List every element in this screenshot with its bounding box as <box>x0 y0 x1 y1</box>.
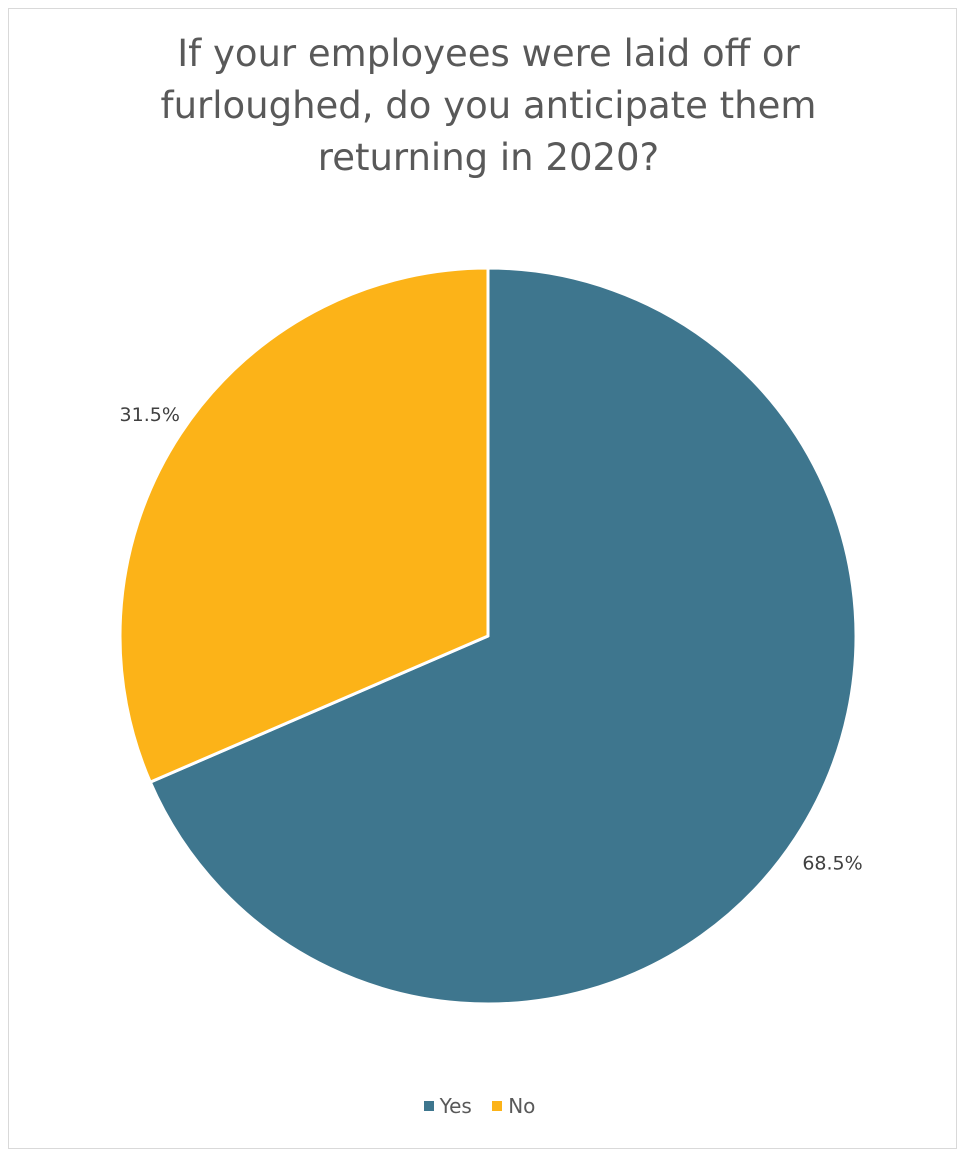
legend-label-no: No <box>508 1094 536 1118</box>
legend-swatch-yes <box>423 1101 434 1111</box>
chart-title-line-3: returning in 2020? <box>317 136 660 179</box>
pie-slice-no[interactable] <box>118 266 490 784</box>
legend-item-yes[interactable]: Yes <box>423 1094 472 1118</box>
chart-legend: Yes No <box>0 1092 959 1118</box>
pie-slice-yes[interactable] <box>148 266 858 1006</box>
data-label-no: 31.5% <box>120 404 180 426</box>
legend-swatch-no <box>492 1101 503 1111</box>
legend-item-no[interactable]: No <box>492 1094 535 1118</box>
chart-title-line-2: furloughed, do you anticipate them <box>160 84 817 127</box>
legend-label-yes: Yes <box>439 1094 472 1118</box>
chart-title-line-1: If your employees were laid off or <box>177 32 800 75</box>
chart-title: If your employees were laid off or furlo… <box>40 28 937 184</box>
data-label-yes: 68.5% <box>802 852 862 874</box>
